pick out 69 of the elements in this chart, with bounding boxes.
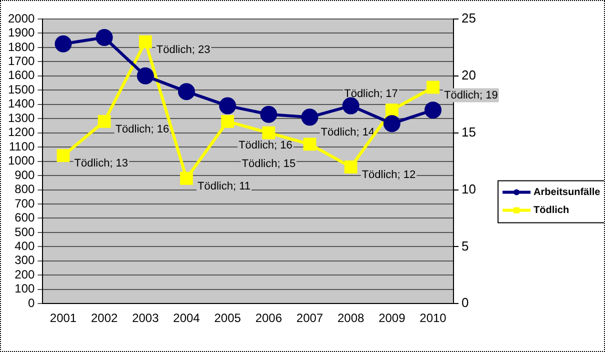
y-tick-label: 100 — [14, 282, 36, 296]
point — [136, 67, 154, 84]
x-tick-label: 2010 — [420, 311, 447, 326]
data-label: Tödlich; 19 — [444, 89, 498, 102]
y-tick-label: 1000 — [8, 154, 36, 168]
data-label: Tödlich; 23 — [156, 44, 210, 56]
y-tick-label: 1700 — [8, 54, 36, 68]
y2-tick-label: 25 — [462, 10, 476, 26]
y-tick-label: 2000 — [8, 11, 36, 26]
x-tick-label: 2002 — [90, 311, 118, 326]
point — [221, 115, 234, 128]
y-tick-label: 1500 — [8, 82, 36, 96]
y-tick-label: 900 — [14, 168, 36, 182]
x-tick-label: 2003 — [132, 311, 160, 326]
y-tick-label: 1100 — [8, 139, 36, 154]
y-tick-label: 400 — [14, 238, 36, 253]
x-tick-label: 2007 — [296, 311, 324, 326]
y-tick-label: 1400 — [8, 96, 36, 111]
point — [219, 97, 236, 114]
y-tick-label: 200 — [14, 267, 36, 282]
data-label: Tödlich; 16 — [238, 139, 292, 152]
y-tick-label: 1800 — [8, 40, 36, 54]
y-tick-label: 1200 — [8, 125, 36, 140]
y-tick-label: 300 — [14, 253, 36, 268]
point — [180, 172, 193, 185]
y2-tick-label: 15 — [462, 124, 476, 140]
point — [260, 106, 278, 123]
point — [54, 35, 72, 52]
point — [342, 97, 360, 114]
y2-tick-label: 0 — [462, 295, 469, 310]
point — [424, 102, 442, 119]
y-tick-label: 0 — [28, 296, 36, 310]
y-tick-label: 500 — [14, 224, 36, 239]
data-label: Tödlich; 12 — [362, 169, 416, 182]
x-tick-label: 2001 — [50, 311, 77, 326]
data-label: Tödlich; 17 — [344, 88, 398, 100]
y-tick-label: 700 — [14, 196, 36, 210]
y2-tick-label: 20 — [462, 68, 476, 82]
x-tick-label: 2004 — [173, 311, 200, 326]
point — [426, 80, 440, 94]
point — [262, 126, 276, 140]
y-tick-label: 1600 — [8, 68, 36, 82]
point — [96, 29, 113, 46]
legend-label: Tödlich — [534, 205, 570, 216]
x-tick-label: 2009 — [378, 311, 406, 326]
y-tick-label: 1300 — [8, 110, 36, 125]
y2-tick-label: 5 — [462, 238, 469, 254]
data-label: Tödlich; 14 — [320, 126, 375, 138]
point — [98, 115, 111, 128]
point — [301, 108, 318, 126]
data-label: Tödlich; 15 — [242, 158, 296, 170]
point — [56, 149, 70, 162]
point — [178, 83, 195, 100]
point — [383, 115, 400, 132]
y-tick-label: 800 — [14, 182, 36, 196]
y2-tick-label: 10 — [462, 181, 476, 196]
x-tick-label: 2006 — [255, 311, 282, 326]
y-tick-label: 1900 — [8, 26, 36, 40]
data-label: Tödlich; 13 — [74, 158, 128, 170]
point — [303, 138, 316, 151]
legend-label: Arbeitsunfälle — [534, 187, 601, 198]
point — [138, 35, 152, 48]
y-tick-label: 600 — [14, 210, 36, 225]
x-tick-label: 2005 — [214, 311, 242, 326]
point — [385, 104, 398, 117]
data-label: Tödlich; 16 — [115, 123, 170, 136]
data-label: Tödlich; 11 — [197, 180, 250, 192]
x-tick-label: 2008 — [337, 311, 364, 326]
point — [344, 160, 358, 174]
